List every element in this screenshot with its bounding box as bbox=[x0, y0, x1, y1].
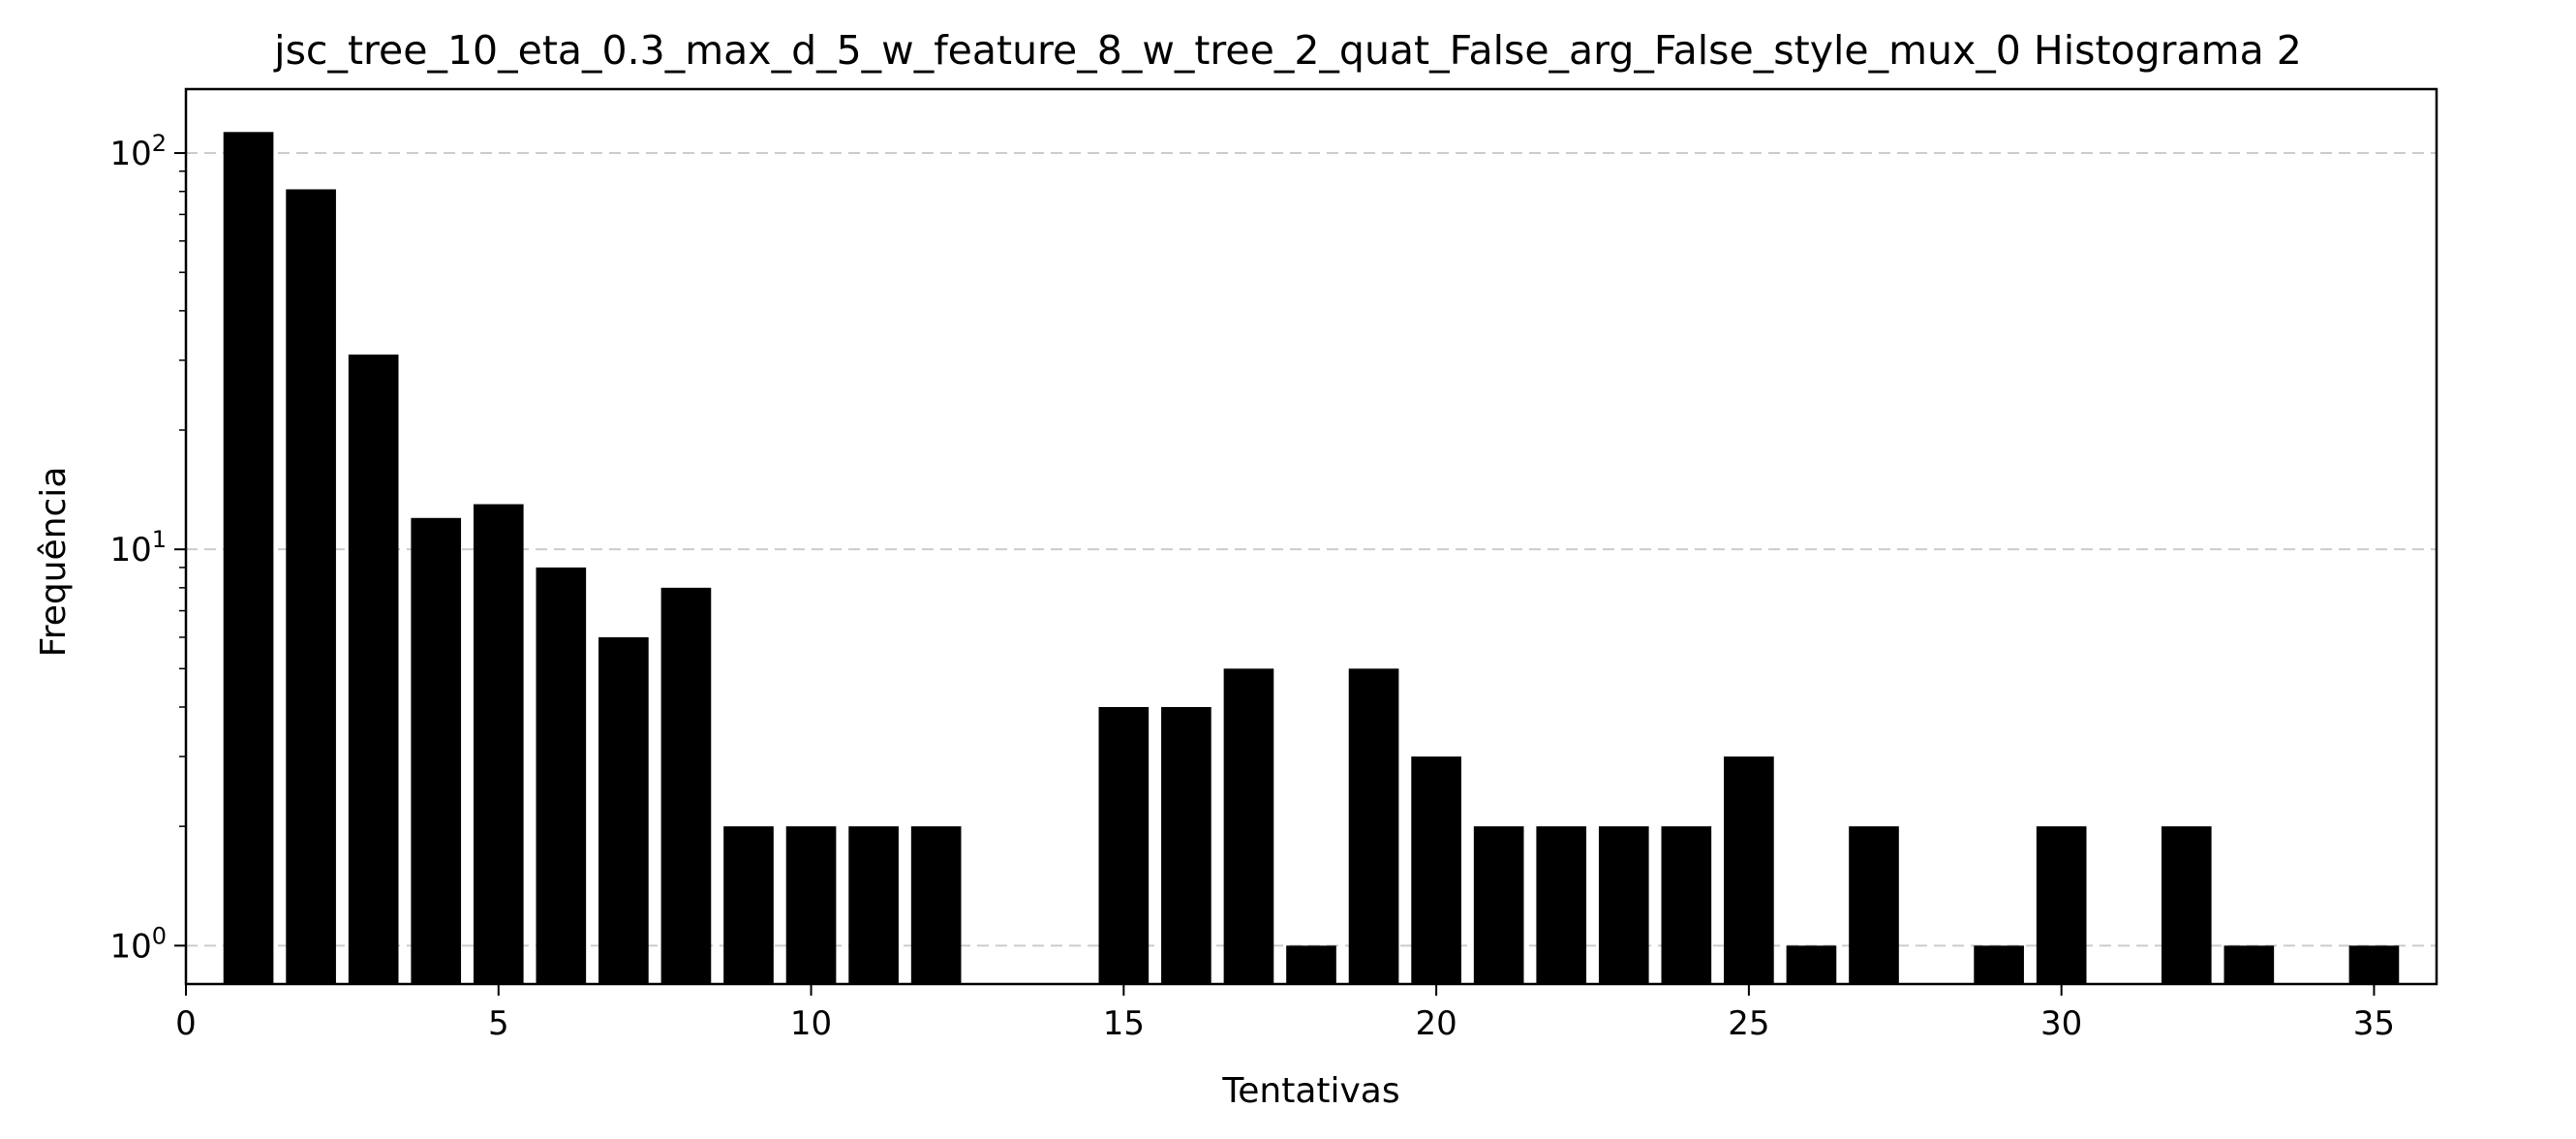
bar bbox=[1974, 945, 2024, 984]
x-axis-ticks: 0 5 10 15 20 25 30 35 bbox=[175, 984, 2395, 1043]
bar bbox=[1536, 826, 1587, 984]
x-tick-label: 20 bbox=[1415, 1004, 1457, 1043]
x-tick-label: 0 bbox=[175, 1004, 197, 1043]
bar bbox=[223, 132, 274, 985]
bar bbox=[1473, 826, 1524, 984]
bar bbox=[1223, 668, 1274, 984]
bar bbox=[1724, 756, 1774, 984]
x-tick-label: 5 bbox=[488, 1004, 509, 1043]
bar bbox=[2036, 826, 2087, 984]
x-tick-label: 30 bbox=[2040, 1004, 2082, 1043]
y-tick-label: 100 bbox=[109, 922, 167, 966]
y-axis-ticks: 100 101 102 bbox=[109, 130, 186, 966]
x-tick-label: 10 bbox=[790, 1004, 832, 1043]
bar bbox=[411, 517, 462, 984]
plot-frame bbox=[184, 87, 2438, 986]
bar bbox=[473, 504, 524, 984]
bar bbox=[785, 826, 837, 984]
bars bbox=[223, 132, 2400, 985]
bar bbox=[723, 826, 774, 984]
x-tick-label: 15 bbox=[1103, 1004, 1145, 1043]
x-axis-label: Tentativas bbox=[1221, 1071, 1399, 1111]
bar bbox=[1411, 756, 1461, 984]
chart-title: jsc_tree_10_eta_0.3_max_d_5_w_feature_8_… bbox=[273, 27, 2302, 74]
bar bbox=[536, 567, 587, 984]
bar bbox=[1348, 668, 1399, 984]
bar bbox=[910, 826, 962, 984]
bar bbox=[598, 636, 649, 984]
bar bbox=[1161, 707, 1211, 984]
bar bbox=[1661, 826, 1712, 984]
y-tick-label: 102 bbox=[109, 130, 167, 173]
bar bbox=[2223, 945, 2275, 984]
bar bbox=[660, 587, 712, 984]
bar bbox=[2161, 826, 2212, 984]
bar bbox=[848, 826, 899, 984]
bar bbox=[2348, 945, 2400, 984]
y-axis-label: Frequência bbox=[34, 467, 74, 658]
bar bbox=[1098, 707, 1150, 984]
y-tick-label: 101 bbox=[109, 526, 167, 570]
bar bbox=[1598, 826, 1649, 984]
bar bbox=[1786, 945, 1837, 984]
x-tick-label: 35 bbox=[2353, 1004, 2395, 1043]
bar bbox=[1286, 945, 1336, 984]
bar bbox=[286, 189, 336, 984]
bar bbox=[1849, 826, 1899, 984]
bar bbox=[348, 354, 399, 985]
x-tick-label: 25 bbox=[1728, 1004, 1769, 1043]
